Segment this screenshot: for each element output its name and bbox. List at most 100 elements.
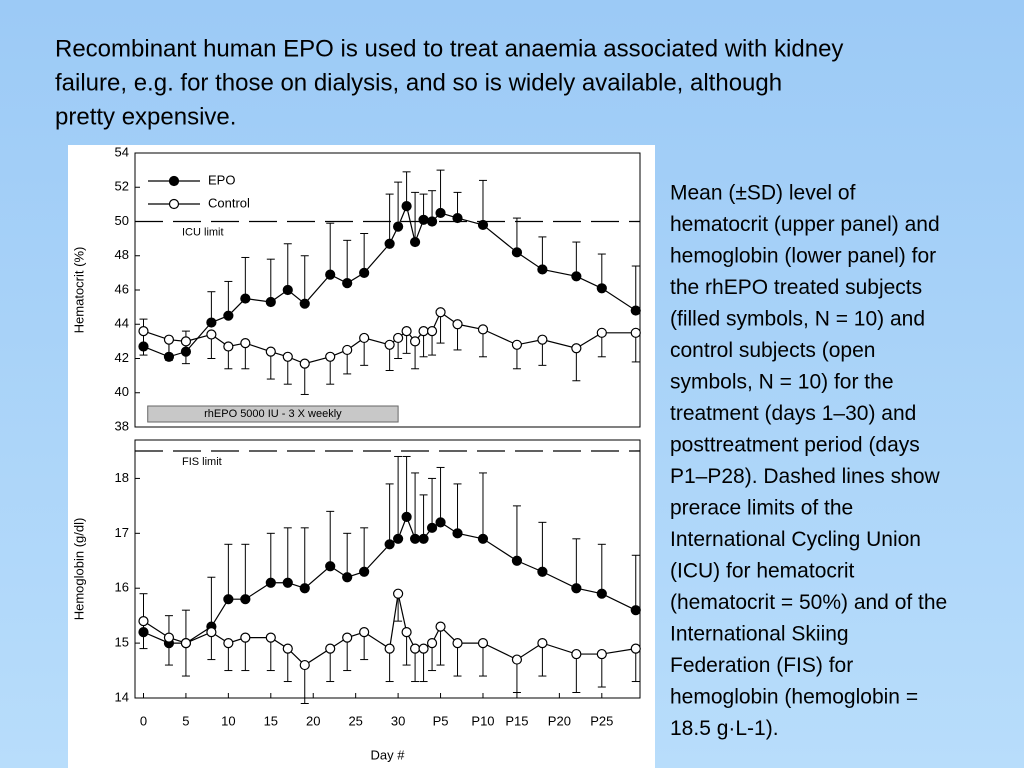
marker — [401, 200, 412, 212]
marker — [409, 643, 421, 654]
marker — [630, 643, 641, 654]
marker — [409, 236, 421, 248]
marker — [384, 539, 395, 550]
marker — [206, 317, 217, 328]
caption-line: control subjects (open — [670, 339, 875, 362]
marker — [630, 605, 641, 616]
x-tick-label: 10 — [221, 713, 235, 728]
figure — [68, 145, 655, 768]
x-tick-label: 20 — [306, 713, 320, 728]
marker — [163, 334, 175, 345]
y-tick-label: 18 — [115, 470, 129, 485]
marker — [630, 327, 641, 338]
y-axis-label: Hematocrit (%) — [71, 247, 86, 334]
marker — [180, 638, 192, 649]
marker — [418, 643, 429, 654]
y-tick-label: 42 — [115, 350, 129, 365]
y-tick-label: 54 — [115, 144, 129, 159]
x-tick-label: P10 — [471, 713, 494, 728]
treatment-bar — [147, 405, 399, 423]
marker — [435, 207, 446, 219]
marker — [571, 343, 582, 354]
marker — [571, 583, 582, 594]
x-tick-label: 5 — [182, 713, 189, 728]
marker — [452, 528, 463, 539]
marker — [393, 332, 404, 344]
marker — [409, 336, 421, 347]
marker — [342, 632, 353, 643]
marker — [426, 522, 438, 533]
legend-label: EPO — [208, 172, 235, 187]
marker — [325, 351, 336, 362]
marker — [240, 293, 251, 304]
reference-label: FIS limit — [182, 456, 222, 468]
marker — [180, 336, 192, 347]
marker — [282, 351, 293, 362]
marker — [240, 337, 251, 349]
marker — [299, 298, 310, 309]
marker — [435, 621, 446, 632]
marker — [511, 247, 523, 258]
marker — [223, 310, 234, 321]
marker — [240, 632, 251, 643]
x-tick-label: 25 — [348, 713, 362, 728]
marker — [393, 221, 404, 232]
x-tick-label: P5 — [433, 713, 449, 728]
marker — [384, 643, 395, 654]
y-tick-label: 17 — [115, 525, 129, 540]
x-tick-label: 30 — [391, 713, 405, 728]
marker — [537, 264, 548, 275]
treatment-label: rhEPO 5000 IU - 3 X weekly — [204, 408, 342, 420]
x-tick-label: P25 — [590, 713, 613, 728]
caption-line: symbols, N = 10) for the — [670, 371, 894, 394]
marker — [596, 327, 607, 338]
marker — [511, 555, 523, 566]
legend-marker — [168, 175, 180, 187]
marker — [342, 278, 353, 289]
marker — [163, 632, 175, 643]
marker — [240, 594, 251, 605]
marker — [409, 533, 421, 544]
caption-line: hematocrit (upper panel) and — [670, 213, 940, 236]
marker — [511, 654, 523, 665]
marker — [325, 561, 336, 572]
marker — [452, 212, 463, 224]
x-tick-label: P20 — [548, 713, 571, 728]
caption-line: (ICU) for hematocrit — [670, 560, 855, 583]
marker — [384, 238, 395, 249]
marker — [401, 326, 412, 337]
marker — [477, 638, 489, 649]
caption-line: (hematocrit = 50%) and of the — [670, 591, 947, 614]
marker — [537, 638, 548, 649]
marker — [359, 566, 370, 577]
marker — [282, 577, 293, 588]
marker — [477, 219, 489, 231]
marker — [435, 307, 446, 318]
y-tick-label: 15 — [115, 635, 129, 650]
marker — [571, 271, 582, 282]
marker — [426, 326, 438, 337]
marker — [401, 627, 412, 638]
caption-line: (filled symbols, N = 10) and — [670, 308, 925, 331]
x-tick-label: 15 — [264, 713, 278, 728]
marker — [282, 284, 293, 296]
marker — [223, 638, 234, 649]
caption-line: Mean (±SD) level of — [670, 182, 856, 205]
y-axis-label: Hemoglobin (g/dl) — [71, 518, 86, 621]
y-tick-label: 38 — [115, 418, 129, 433]
marker — [342, 344, 353, 356]
marker — [265, 577, 276, 588]
x-tick-label: P15 — [505, 713, 528, 728]
marker — [206, 329, 217, 340]
marker — [537, 566, 548, 577]
marker — [418, 326, 429, 337]
marker — [596, 283, 607, 294]
y-tick-label: 16 — [115, 580, 129, 595]
heading-line: failure, e.g. for those on dialysis, and… — [55, 69, 782, 96]
marker — [452, 319, 463, 330]
caption-line: International Skiing — [670, 623, 849, 646]
marker — [359, 267, 370, 278]
marker — [426, 638, 438, 649]
y-tick-label: 14 — [115, 689, 129, 704]
